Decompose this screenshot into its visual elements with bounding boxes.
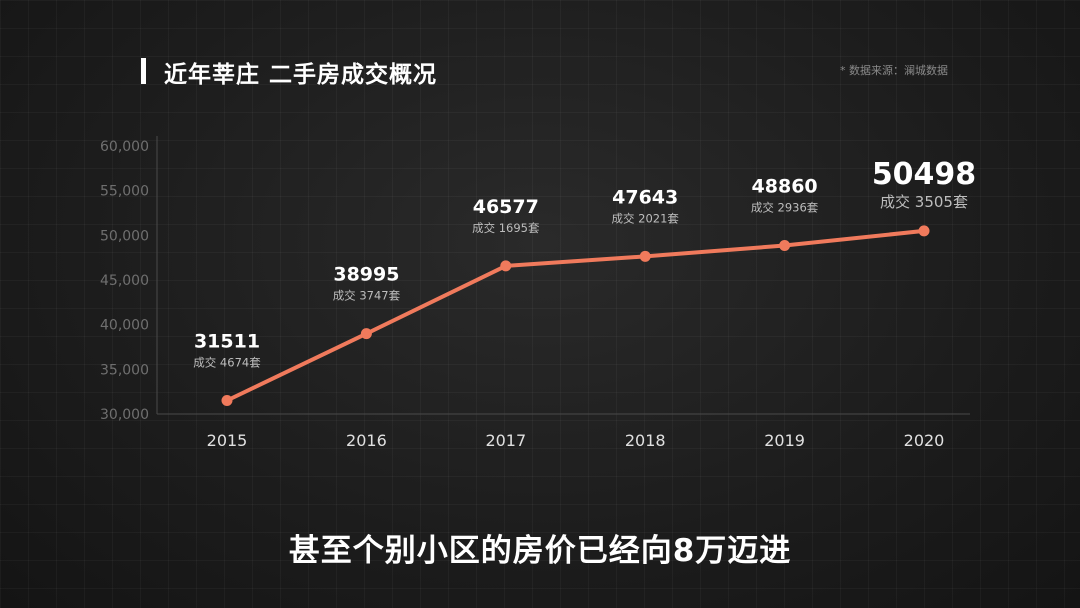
data-point	[918, 225, 930, 237]
data-value-label: 48860	[752, 176, 818, 198]
chart-title: 近年莘庄 二手房成交概况	[164, 62, 438, 88]
data-value-label: 47643	[612, 186, 678, 208]
transaction-count-label: 成交 2936套	[751, 201, 819, 215]
x-tick-label: 2020	[904, 431, 945, 450]
data-point	[360, 328, 372, 340]
data-point	[639, 250, 651, 262]
x-tick-label: 2015	[207, 431, 248, 450]
data-value-label: 38995	[333, 264, 399, 286]
x-tick-label: 2017	[485, 431, 526, 450]
title-accent-bar	[141, 58, 146, 84]
data-source-note: * 数据来源：澜城数据	[840, 64, 948, 77]
data-value-label: 31511	[194, 331, 260, 353]
y-tick-label: 60,000	[100, 139, 149, 155]
y-tick-label: 45,000	[100, 273, 149, 289]
transaction-count-label: 成交 1695套	[472, 221, 540, 235]
x-tick-label: 2019	[764, 431, 805, 450]
y-tick-label: 40,000	[100, 318, 149, 334]
x-tick-label: 2018	[625, 431, 666, 450]
y-tick-label: 30,000	[100, 407, 149, 423]
series-line	[225, 228, 926, 403]
data-point	[500, 260, 512, 272]
data-value-label: 46577	[473, 196, 539, 218]
caption-subtitle: 甚至个别小区的房价已经向8万迈进	[288, 533, 792, 569]
transaction-count-label: 成交 3505套	[880, 193, 968, 211]
y-tick-label: 50,000	[100, 228, 149, 244]
data-value-label: 50498	[872, 157, 976, 192]
data-point	[221, 395, 233, 407]
x-tick-label: 2016	[346, 431, 387, 450]
transaction-count-label: 成交 2021套	[611, 211, 679, 225]
data-point	[779, 240, 791, 252]
y-tick-label: 35,000	[100, 362, 149, 378]
transaction-count-label: 成交 4674套	[193, 356, 261, 370]
transaction-count-label: 成交 3747套	[333, 289, 401, 303]
y-tick-label: 55,000	[100, 184, 149, 200]
